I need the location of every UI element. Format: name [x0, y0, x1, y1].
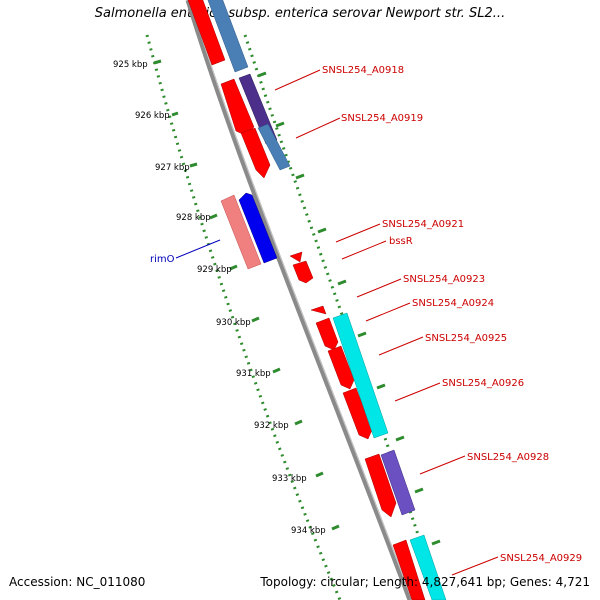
leader-line: [365, 302, 411, 322]
cds-arrow[interactable]: [342, 387, 373, 440]
tick-mark: [295, 173, 305, 180]
tick-mark: [257, 71, 267, 78]
feature-block-steelblue[interactable]: [257, 123, 291, 171]
tick-mark: [209, 213, 218, 220]
tick-mark: [153, 59, 162, 65]
forward-strand-track: [187, 0, 426, 600]
tick-label: 933 kbp: [272, 474, 307, 484]
tick-mark: [331, 524, 340, 531]
tick-label: 925 kbp: [113, 60, 148, 70]
outer-ring-ticks: [257, 71, 441, 546]
coordinate-axis: 925 kbp 926 kbp 927 kbp 928 kbp 929 kbp …: [113, 59, 340, 536]
tick-mark: [229, 264, 238, 271]
tick-mark: [272, 367, 281, 374]
gene-label-rimo[interactable]: rimO: [150, 254, 175, 265]
tick-mark: [376, 383, 386, 390]
leader-line: [295, 117, 341, 139]
gene-label[interactable]: SNSL254_A0924: [412, 298, 494, 309]
tick-label: 927 kbp: [155, 163, 190, 173]
cds-arrow[interactable]: [315, 317, 339, 351]
accession-label: Accession: NC_011080: [9, 575, 146, 589]
rimo-cds-arrow[interactable]: [238, 192, 278, 264]
gene-leader-lines: [175, 69, 499, 576]
cds-arrow[interactable]: [292, 260, 314, 284]
gene-label[interactable]: SNSL254_A0929: [500, 553, 582, 564]
gene-label[interactable]: SNSL254_A0919: [341, 113, 423, 124]
gene-label[interactable]: SNSL254_A0923: [403, 274, 485, 285]
tick-mark: [357, 331, 367, 338]
rimo-shadow-block[interactable]: [220, 194, 262, 270]
leader-line: [356, 278, 402, 298]
feature-track-outer: [206, 0, 447, 600]
gene-label[interactable]: SNSL254_A0918: [322, 65, 404, 76]
tick-label: 928 kbp: [176, 213, 211, 223]
cds-arrow[interactable]: [187, 0, 226, 66]
tick-mark: [171, 111, 179, 117]
tick-label: 932 kbp: [254, 421, 289, 431]
tick-label: 926 kbp: [135, 111, 170, 121]
tick-label: 930 kbp: [216, 318, 251, 328]
genome-backbone: [185, 0, 413, 600]
leader-line: [394, 382, 441, 402]
cds-arrow[interactable]: [310, 305, 327, 315]
feature-block-purple[interactable]: [380, 449, 416, 516]
tick-mark: [315, 471, 324, 478]
reverse-strand-track: [220, 192, 278, 270]
gene-label[interactable]: bssR: [389, 236, 413, 247]
tick-mark: [317, 227, 327, 234]
feature-block-cyan[interactable]: [332, 312, 389, 439]
tick-label: 929 kbp: [197, 265, 232, 275]
gene-labels: SNSL254_A0918 SNSL254_A0919 SNSL254_A092…: [150, 65, 582, 564]
tick-mark: [395, 435, 405, 442]
tick-mark: [414, 487, 424, 494]
tick-mark: [431, 539, 441, 546]
gene-label[interactable]: SNSL254_A0928: [467, 452, 549, 463]
tick-mark: [294, 419, 303, 426]
genome-backbone-highlight: [189, 0, 413, 600]
cds-arrow[interactable]: [289, 251, 303, 263]
leader-line: [175, 239, 221, 259]
tick-label: 934 kbp: [291, 526, 326, 536]
gene-label[interactable]: SNSL254_A0921: [382, 219, 464, 230]
leader-line: [341, 240, 387, 260]
leader-line: [335, 223, 381, 243]
cds-arrow[interactable]: [240, 127, 271, 179]
cds-arrow[interactable]: [364, 453, 397, 518]
leader-line: [378, 336, 424, 356]
feature-block-steelblue[interactable]: [206, 0, 249, 73]
genome-summary-label: Topology: circular; Length: 4,827,641 bp…: [260, 575, 590, 589]
tick-mark: [251, 316, 260, 323]
leader-line: [274, 69, 321, 91]
tick-mark: [189, 162, 198, 168]
tick-mark: [275, 121, 285, 128]
leader-line: [451, 556, 499, 576]
leader-line: [419, 455, 466, 475]
tick-label: 931 kbp: [236, 369, 271, 379]
gene-label[interactable]: SNSL254_A0925: [425, 333, 507, 344]
feature-block-cyan[interactable]: [409, 534, 447, 600]
cds-arrow[interactable]: [392, 539, 426, 600]
gene-label[interactable]: SNSL254_A0926: [442, 378, 524, 389]
tick-mark: [337, 279, 347, 286]
cds-arrow[interactable]: [327, 345, 355, 390]
